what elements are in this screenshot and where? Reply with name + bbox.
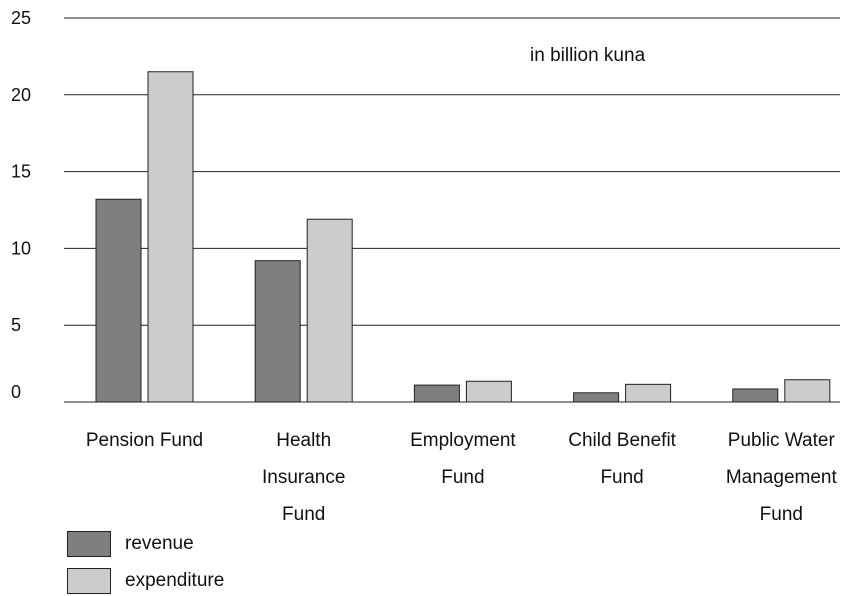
x-category-label: Health Insurance Fund <box>262 430 345 525</box>
bar-revenue-1 <box>254 260 301 403</box>
unit-label: in billion kuna <box>530 45 646 66</box>
bar-expenditure-4 <box>784 379 831 403</box>
y-axis-ticks: 0 5 10 15 20 25 <box>11 8 31 402</box>
bar-revenue-0 <box>95 198 142 403</box>
x-category-label: Employment Fund <box>410 430 516 488</box>
bar-expenditure-3 <box>625 383 672 403</box>
y-tick-label: 0 <box>11 382 21 402</box>
legend-item-expenditure: expenditure <box>67 567 224 595</box>
legend-label-expenditure: expenditure <box>125 570 225 591</box>
legend-swatch-revenue <box>67 531 111 557</box>
legend-item-revenue: revenue <box>67 530 194 558</box>
bar-revenue-3 <box>573 392 620 403</box>
legend-label-revenue: revenue <box>125 533 194 554</box>
bar-expenditure-2 <box>465 380 512 403</box>
legend-swatch-expenditure <box>67 568 111 594</box>
bar-revenue-2 <box>413 384 460 403</box>
x-category-label: Pension Fund <box>86 430 203 451</box>
y-tick-label: 5 <box>11 315 21 335</box>
x-category-label: Public Water Management Fund <box>726 430 838 525</box>
bar-expenditure-1 <box>306 218 353 403</box>
bar-expenditure-0 <box>147 71 194 403</box>
y-tick-label: 15 <box>11 162 31 182</box>
bar-revenue-4 <box>732 388 779 403</box>
category-labels: Pension Fund Health Insurance Fund Employmen… <box>86 430 838 525</box>
y-tick-label: 10 <box>11 238 31 258</box>
y-tick-label: 25 <box>11 8 31 28</box>
y-tick-label: 20 <box>11 85 31 105</box>
x-category-label: Child Benefit Fund <box>568 430 676 488</box>
bars <box>95 71 831 403</box>
